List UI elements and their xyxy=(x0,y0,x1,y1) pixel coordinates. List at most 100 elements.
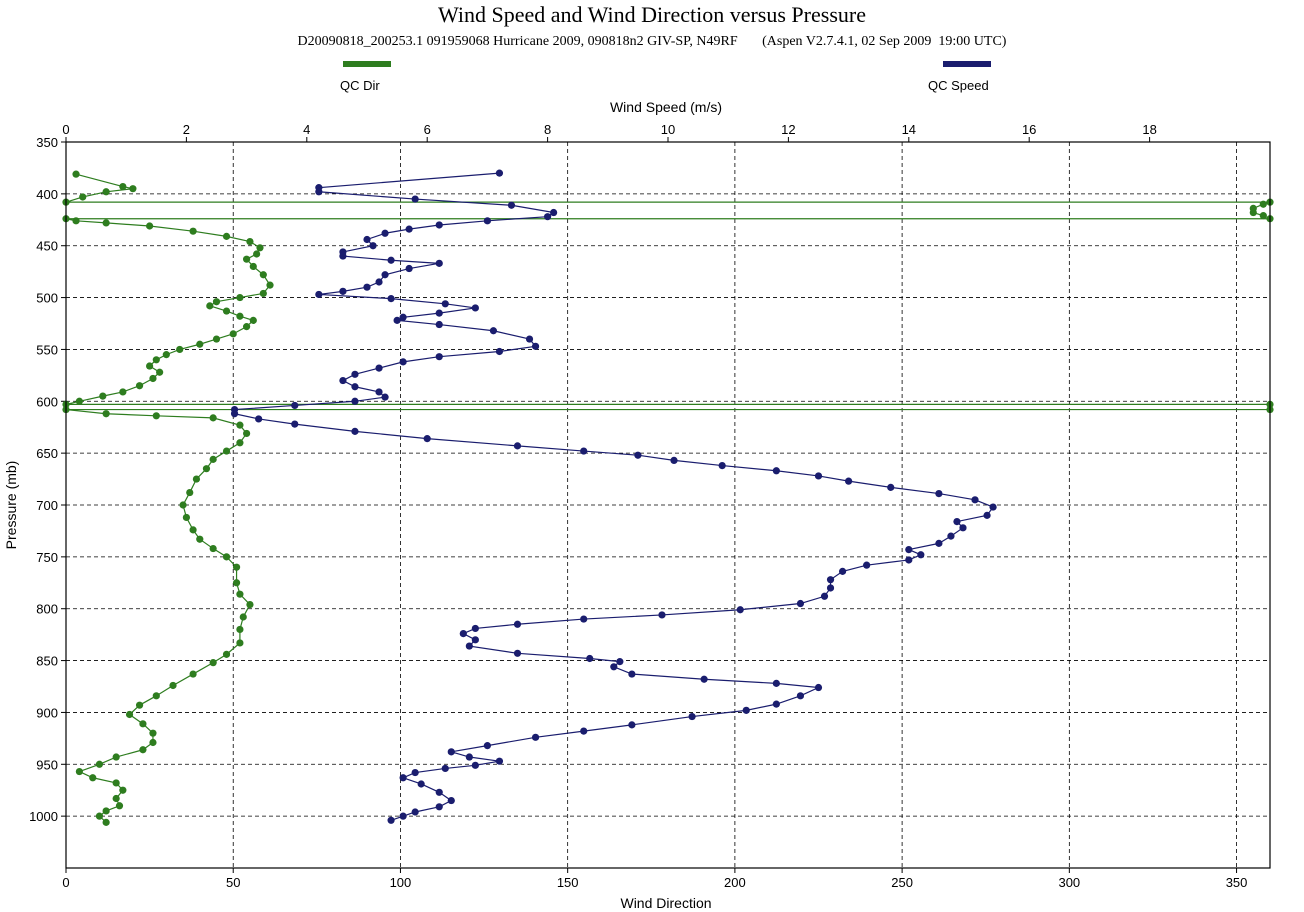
series-point-qc-dir xyxy=(236,590,244,598)
series-point-qc-speed xyxy=(742,706,750,714)
series-point-qc-speed xyxy=(363,235,371,244)
series-point-qc-speed xyxy=(230,410,239,418)
series-point-qc-dir xyxy=(176,345,184,354)
series-point-qc-dir xyxy=(156,368,164,376)
series-point-qc-dir xyxy=(202,465,211,473)
series-point-qc-speed xyxy=(447,748,455,756)
x-top-tick-label: 2 xyxy=(183,122,190,137)
series-point-qc-dir xyxy=(169,681,177,690)
series-point-qc-dir xyxy=(129,185,137,193)
series-point-qc-dir xyxy=(102,807,110,815)
series-point-qc-dir xyxy=(1259,212,1267,220)
y-tick-label: 850 xyxy=(36,654,58,669)
x-bottom-tick-label: 250 xyxy=(891,875,913,890)
series-point-qc-dir xyxy=(209,414,217,422)
series-point-qc-dir xyxy=(72,170,80,178)
series-point-qc-speed xyxy=(393,316,401,324)
series-point-qc-speed xyxy=(796,692,805,700)
series-point-qc-dir xyxy=(75,767,83,776)
y-tick-label: 650 xyxy=(36,446,58,461)
series-point-qc-speed xyxy=(826,576,835,584)
series-point-qc-speed xyxy=(947,532,955,540)
x-bottom-tick-label: 200 xyxy=(724,875,746,890)
series-point-qc-dir xyxy=(1249,208,1257,217)
series-point-qc-dir xyxy=(149,374,157,383)
series-point-qc-speed xyxy=(580,727,588,735)
x-top-axis-label: Wind Speed (m/s) xyxy=(610,99,722,115)
series-point-qc-speed xyxy=(435,788,443,796)
series-point-qc-speed xyxy=(628,670,636,678)
series-point-qc-speed xyxy=(465,642,473,650)
x-bottom-tick-label: 50 xyxy=(226,875,240,890)
series-point-qc-speed xyxy=(507,201,516,209)
series-point-qc-dir xyxy=(192,475,201,483)
series-point-qc-dir xyxy=(256,244,264,252)
series-point-qc-dir xyxy=(249,262,257,271)
y-tick-label: 900 xyxy=(36,705,58,720)
series-point-qc-speed xyxy=(435,803,443,811)
series-point-qc-speed xyxy=(399,812,407,820)
series-point-qc-speed xyxy=(447,796,455,805)
series-point-qc-dir xyxy=(232,563,241,571)
series-point-qc-speed xyxy=(971,496,979,504)
x-top-tick-label: 16 xyxy=(1022,122,1036,137)
series-point-qc-speed xyxy=(550,208,558,217)
series-point-qc-dir xyxy=(115,802,124,810)
series-point-qc-dir xyxy=(236,293,244,302)
series-point-qc-speed xyxy=(544,213,552,221)
series-point-qc-dir xyxy=(236,312,244,320)
series-point-qc-speed xyxy=(411,808,419,816)
series-point-qc-speed xyxy=(369,242,377,250)
series-point-qc-speed xyxy=(772,700,780,708)
series-point-qc-speed xyxy=(495,169,504,177)
series-point-qc-dir xyxy=(72,217,80,225)
x-top-tick-label: 14 xyxy=(902,122,916,137)
series-point-qc-dir xyxy=(152,356,160,364)
series-point-qc-dir xyxy=(259,271,267,279)
x-top-tick-label: 6 xyxy=(424,122,431,137)
series-point-qc-speed xyxy=(315,188,323,196)
series-point-qc-speed xyxy=(905,556,913,564)
series-point-qc-speed xyxy=(917,551,925,559)
series-line-qc-speed xyxy=(233,172,995,821)
series-point-qc-dir xyxy=(119,388,127,396)
series-point-qc-dir xyxy=(222,650,231,658)
series-point-qc-dir xyxy=(189,670,197,678)
series-point-qc-speed xyxy=(405,264,413,273)
series-point-qc-dir xyxy=(95,760,104,768)
series-point-qc-speed xyxy=(351,427,359,435)
series-point-qc-speed xyxy=(399,313,407,321)
series-point-qc-speed xyxy=(459,630,467,638)
series-point-qc-speed xyxy=(495,347,504,356)
series-point-qc-dir xyxy=(196,340,204,348)
series-point-qc-speed xyxy=(628,721,636,729)
series-point-qc-speed xyxy=(700,675,708,683)
series-point-qc-dir xyxy=(102,188,110,196)
series-point-qc-speed xyxy=(736,606,744,614)
series-point-qc-speed xyxy=(616,658,624,666)
series-point-qc-dir xyxy=(135,701,144,709)
series-point-qc-speed xyxy=(291,420,299,428)
series-point-qc-speed xyxy=(845,477,853,485)
series-point-qc-dir xyxy=(209,455,217,463)
series-point-qc-dir xyxy=(222,307,231,315)
series-point-qc-dir xyxy=(259,289,267,298)
series-point-qc-dir xyxy=(152,412,160,420)
series-point-qc-dir xyxy=(243,255,251,263)
x-bottom-tick-label: 0 xyxy=(62,875,69,890)
series-point-qc-speed xyxy=(531,342,540,350)
x-bottom-tick-label: 100 xyxy=(390,875,412,890)
series-point-qc-speed xyxy=(580,447,588,455)
series-point-qc-dir xyxy=(189,526,197,534)
series-point-qc-speed xyxy=(435,259,443,267)
series-point-qc-dir xyxy=(102,410,110,418)
series-point-qc-speed xyxy=(905,545,913,554)
series-point-qc-dir xyxy=(99,392,107,400)
x-bottom-tick-label: 300 xyxy=(1058,875,1080,890)
legend-label-qc-speed: QC Speed xyxy=(928,78,989,93)
series-point-qc-dir xyxy=(209,659,217,667)
series-point-qc-speed xyxy=(381,393,389,401)
series-point-qc-speed xyxy=(959,524,967,532)
grid xyxy=(66,142,1270,868)
series-point-qc-dir xyxy=(139,746,147,754)
